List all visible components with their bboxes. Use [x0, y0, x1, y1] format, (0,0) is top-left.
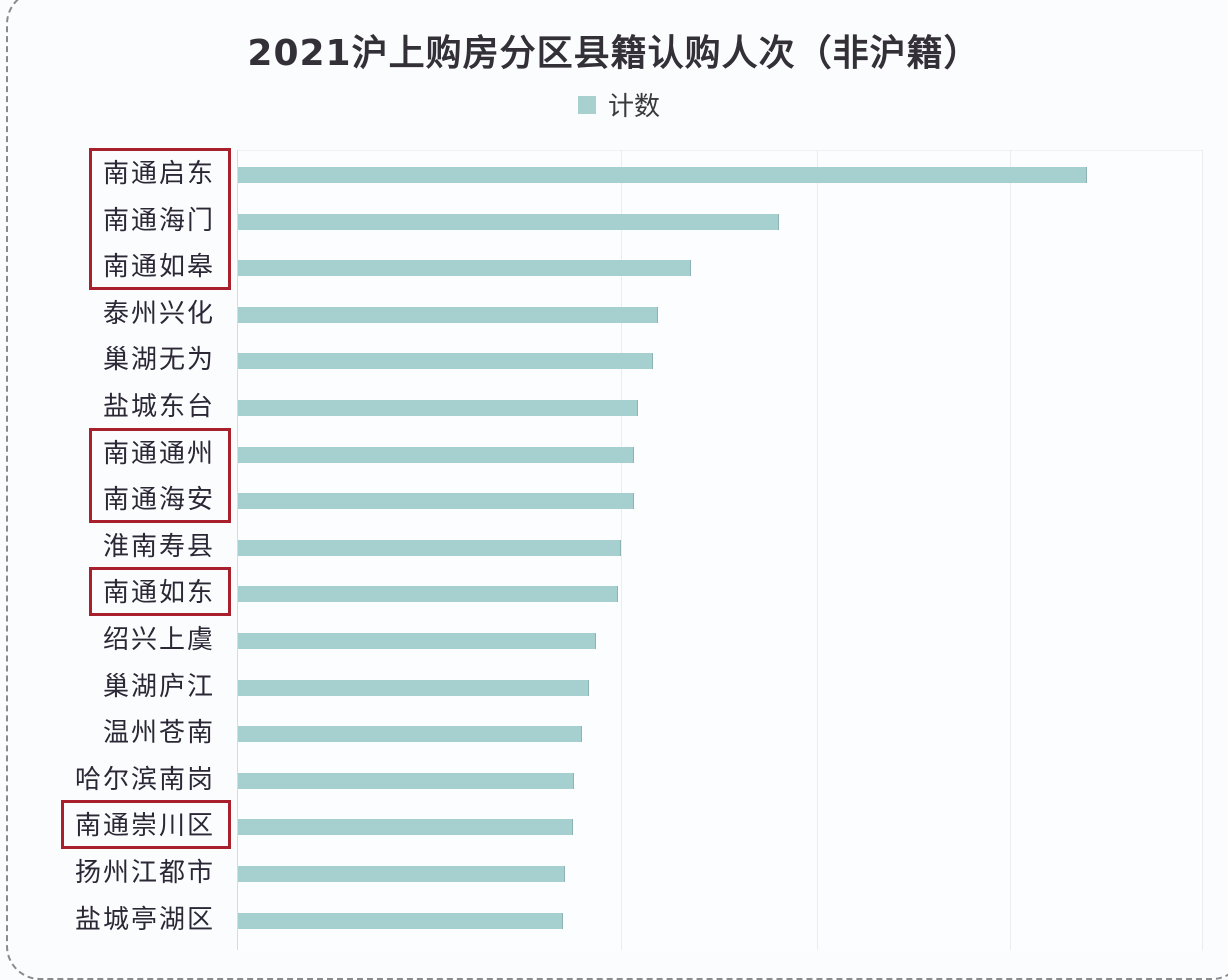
- highlight-box: [61, 800, 231, 849]
- bar-row: 南通如东: [0, 570, 1228, 616]
- category-label: 盐城亭湖区: [74, 904, 215, 935]
- bar-row: 巢湖庐江: [0, 664, 1228, 710]
- category-label: 南通通州: [102, 438, 215, 469]
- category-label: 扬州江都市: [74, 858, 215, 888]
- gridline: [621, 150, 622, 950]
- category-label: 淮南寿县: [102, 531, 215, 562]
- category-label: 盐城东台: [102, 392, 215, 422]
- category-label: 绍兴上虞: [102, 625, 215, 655]
- highlight-box: [89, 148, 231, 290]
- bar-row: 哈尔滨南岗: [0, 757, 1228, 803]
- y-axis-line: [237, 150, 238, 950]
- bar-row: 温州苍南: [0, 710, 1228, 756]
- bar-row: 盐城亭湖区: [0, 897, 1228, 943]
- legend-swatch-icon: [578, 95, 596, 114]
- category-label: 南通如东: [102, 578, 215, 609]
- bar-row: 南通海安: [0, 477, 1228, 523]
- category-label: 南通海门: [102, 205, 215, 236]
- bar[interactable]: [238, 912, 563, 929]
- bar[interactable]: [238, 772, 574, 789]
- category-label: 南通海安: [102, 485, 215, 516]
- bar-row: 巢湖无为: [0, 337, 1228, 383]
- legend[interactable]: 计数: [578, 86, 660, 123]
- bar[interactable]: [238, 679, 589, 696]
- bar-row: 南通通州: [0, 431, 1228, 477]
- bar[interactable]: [238, 586, 618, 603]
- bar-row: 扬州江都市: [0, 850, 1228, 896]
- bar-row: 南通启东: [0, 151, 1228, 197]
- gridline: [1202, 150, 1203, 950]
- bar[interactable]: [238, 819, 573, 836]
- bar[interactable]: [238, 866, 565, 882]
- bar[interactable]: [238, 260, 691, 277]
- category-label: 南通如皋: [102, 252, 215, 283]
- category-label: 巢湖庐江: [102, 671, 215, 702]
- chart-title: 2021沪上购房分区县籍认购人次（非沪籍）: [247, 33, 981, 74]
- category-label: 泰州兴化: [102, 298, 215, 329]
- category-label: 哈尔滨南岗: [74, 764, 215, 795]
- bar-row: 南通如皋: [0, 244, 1228, 290]
- bar[interactable]: [238, 306, 658, 323]
- bar-row: 南通崇川区: [0, 803, 1228, 849]
- bar[interactable]: [238, 726, 582, 743]
- bar[interactable]: [238, 213, 779, 230]
- gridline: [1010, 150, 1011, 950]
- bar[interactable]: [238, 353, 653, 370]
- bar[interactable]: [238, 446, 634, 463]
- bar[interactable]: [238, 400, 638, 416]
- bar-row: 泰州兴化: [0, 291, 1228, 337]
- bar-row: 淮南寿县: [0, 524, 1228, 570]
- category-label: 温州苍南: [102, 718, 215, 749]
- bar-row: 盐城东台: [0, 384, 1228, 430]
- legend-label: 计数: [608, 92, 661, 122]
- highlight-box: [89, 427, 231, 523]
- category-label: 巢湖无为: [102, 345, 215, 376]
- bar-row: 南通海门: [0, 198, 1228, 244]
- bar[interactable]: [238, 167, 1087, 183]
- bar[interactable]: [238, 633, 596, 649]
- category-label: 南通启东: [102, 159, 215, 189]
- bar[interactable]: [238, 493, 634, 510]
- bar[interactable]: [238, 539, 621, 556]
- category-label: 南通崇川区: [74, 811, 215, 842]
- highlight-box: [89, 567, 231, 616]
- gridline: [817, 150, 818, 950]
- bar-row: 绍兴上虞: [0, 617, 1228, 663]
